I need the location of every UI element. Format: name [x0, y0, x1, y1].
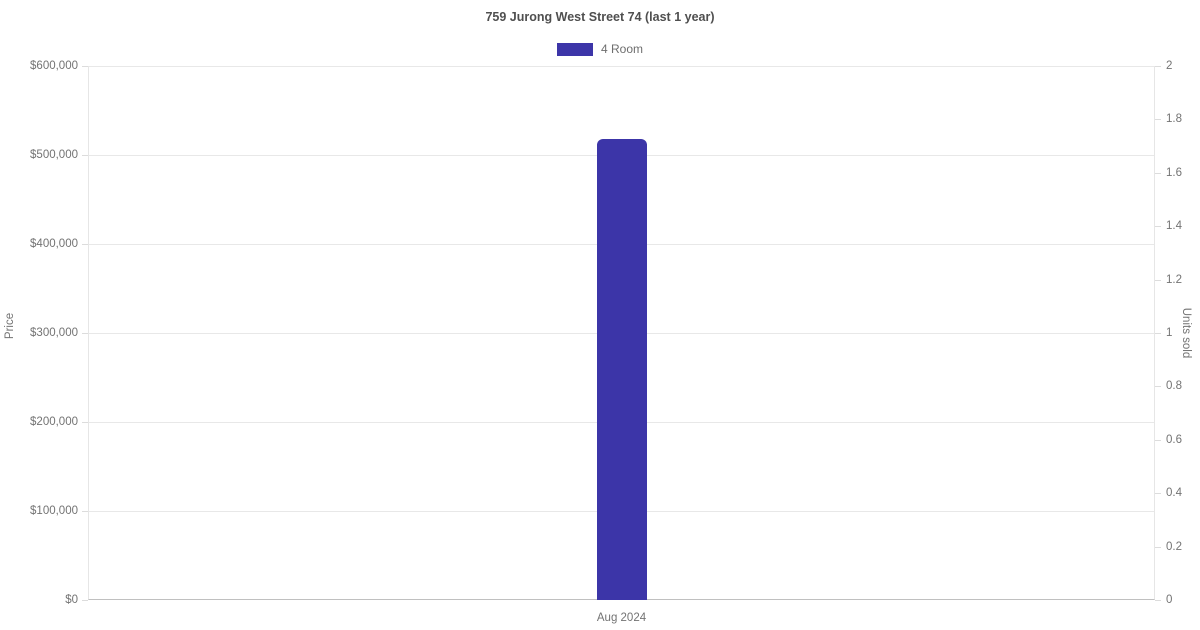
y-axis-tickmark-right	[1155, 333, 1161, 334]
x-axis-tick-label: Aug 2024	[596, 612, 647, 624]
y-axis-tickmark-left	[82, 511, 88, 512]
y-axis-tick-label-units: 0.4	[1166, 487, 1182, 500]
chart-title: 759 Jurong West Street 74 (last 1 year)	[485, 10, 715, 24]
y-axis-tick-label-units: 1.2	[1166, 273, 1182, 286]
y-axis-tickmark-left	[82, 66, 88, 67]
y-axis-tick-label-units: 0.2	[1166, 540, 1182, 553]
y-axis-tick-label-price: $100,000	[30, 505, 78, 517]
y-axis-tick-label-price: $0	[65, 594, 78, 606]
legend-label: 4 Room	[600, 42, 644, 56]
y-axis-tickmark-left	[82, 333, 88, 334]
y-axis-tickmark-left	[82, 155, 88, 156]
legend-item-4-room[interactable]: 4 Room	[556, 42, 644, 56]
y-axis-tickmark-right	[1155, 386, 1161, 388]
y-axis-tick-label-price: $200,000	[30, 416, 78, 428]
y-axis-tick-label-units: 1.8	[1166, 113, 1182, 126]
y-axis-tickmark-left	[82, 600, 88, 601]
y-axis-tickmark-right	[1155, 66, 1161, 67]
y-axis-tick-label-price: $400,000	[30, 238, 78, 250]
y-axis-tickmark-right	[1155, 546, 1161, 548]
y-axis-tick-label-units: 2	[1166, 60, 1173, 72]
y-axis-title-price: Price	[4, 312, 16, 340]
y-axis-tickmark-right	[1155, 600, 1161, 601]
y-axis-tick-label-units: 0.8	[1166, 380, 1182, 393]
y-axis-tickmark-right	[1155, 439, 1161, 441]
y-axis-tick-label-units: 0	[1166, 594, 1173, 606]
y-axis-tickmark-right	[1155, 172, 1161, 174]
y-axis-tick-label-units: 0.6	[1166, 433, 1182, 446]
y-axis-tick-label-units: 1.4	[1166, 220, 1182, 233]
y-axis-tickmark-right	[1155, 119, 1161, 121]
y-axis-tickmark-right	[1155, 279, 1161, 281]
y-axis-tick-label-price: $600,000	[30, 60, 78, 72]
y-axis-tickmark-left	[82, 422, 88, 423]
y-axis-tick-label-units: 1.6	[1166, 166, 1182, 179]
y-axis-tick-label-units: 1	[1166, 327, 1173, 339]
y-axis-tickmark-left	[82, 244, 88, 245]
y-axis-tickmark-right	[1155, 493, 1161, 495]
y-axis-tickmark-right	[1155, 226, 1161, 228]
bar-4-room[interactable]	[596, 138, 647, 600]
legend: 4 Room	[0, 42, 1200, 56]
y-axis-tick-label-price: $300,000	[30, 327, 78, 339]
y-axis-tick-label-price: $500,000	[30, 149, 78, 161]
gridline	[89, 66, 1154, 67]
legend-swatch	[556, 42, 593, 56]
y-axis-title-units-sold: Units sold	[1180, 307, 1192, 359]
